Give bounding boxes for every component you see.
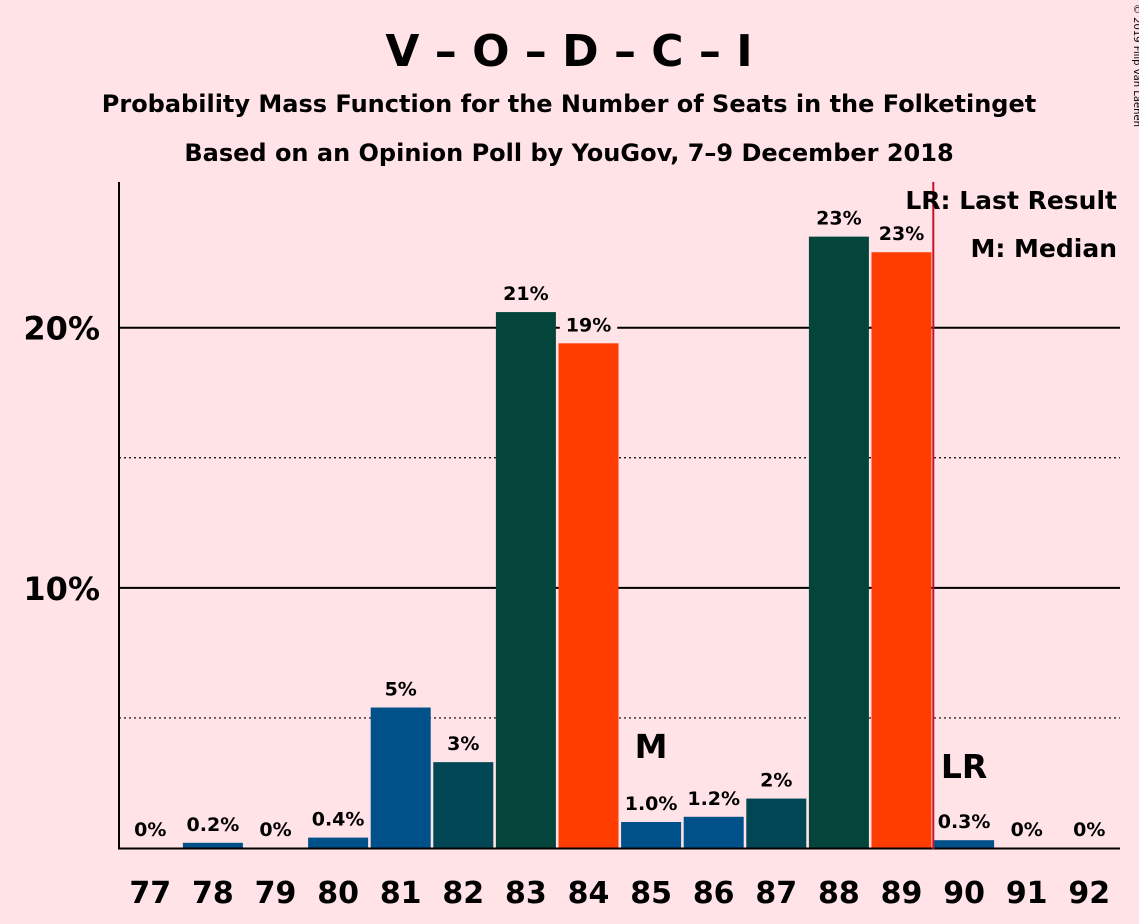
gridlines [119,326,1120,719]
x-tick-81: 81 [380,876,422,911]
x-tick-77: 77 [129,876,171,911]
bar-78 [182,842,243,848]
x-tick-84: 84 [568,876,610,911]
value-label-86: 1.2% [687,788,740,810]
bar-83 [495,312,556,848]
chart-title: V – O – D – C – I [385,26,752,77]
y-tick-label: 20% [23,310,100,348]
label-background [931,809,997,836]
y-tick-label: 10% [23,570,100,608]
bar-81 [370,707,431,848]
label-background [305,806,371,833]
value-label-78: 0.2% [187,814,240,836]
copyright: © 2019 Filip van Laenen [1131,4,1139,127]
x-tick-90: 90 [943,876,985,911]
bar-82 [433,762,494,848]
x-tick-89: 89 [881,876,923,911]
value-label-85: 1.0% [625,793,678,815]
label-background [559,312,618,339]
x-tick-79: 79 [255,876,297,911]
label-background [754,767,799,794]
x-tick-80: 80 [317,876,359,911]
x-tick-86: 86 [693,876,735,911]
bar-80 [308,837,369,848]
value-label-92: 0% [1073,819,1105,841]
bar-86 [683,816,744,848]
value-labels: 0% 0.2% 0% 0.4% 5% 3% 21% 19% 1.0% 1.2% 2% 23% 23% 0.… [128,205,1112,843]
label-background [441,731,486,758]
value-label-83: 21% [503,283,548,305]
label-background [1004,817,1049,843]
x-tick-83: 83 [505,876,547,911]
x-tick-82: 82 [442,876,484,911]
label-background [378,676,423,703]
bar-87 [746,798,807,848]
label-background [180,811,246,838]
value-label-79: 0% [259,819,291,841]
chart-subtitle-1: Probability Mass Function for the Number… [102,90,1036,118]
bars [182,236,995,848]
x-tick-92: 92 [1068,876,1110,911]
y-tick-labels: 10% 20% [23,310,100,608]
value-label-77: 0% [134,819,166,841]
value-label-80: 0.4% [312,809,365,831]
value-label-87: 2% [760,770,792,792]
label-background [810,205,868,232]
chart-subtitle-2: Based on an Opinion Poll by YouGov, 7–9 … [184,139,953,167]
legend-last-result: LR: Last Result [905,186,1117,215]
x-tick-91: 91 [1006,876,1048,911]
value-label-88: 23% [816,208,861,230]
bar-90 [934,840,995,848]
x-tick-85: 85 [630,876,672,911]
value-label-81: 5% [385,679,417,701]
value-label-90: 0.3% [938,811,991,833]
label-background [497,281,555,308]
value-label-91: 0% [1011,819,1043,841]
median-marker: M [635,727,668,766]
value-label-82: 3% [447,733,479,755]
label-background [618,790,684,817]
label-background [128,817,173,843]
last-result-marker: LR [941,747,987,786]
x-tick-87: 87 [755,876,797,911]
x-tick-78: 78 [192,876,234,911]
value-label-84: 19% [566,314,611,336]
bar-85 [621,821,682,848]
x-tick-labels: 77 78 79 80 81 82 83 84 85 86 87 88 89 90 91 92 [129,876,1110,911]
label-background [253,817,298,843]
label-background [681,785,747,812]
bar-89 [871,252,932,848]
legend-median: M: Median [970,234,1117,263]
label-background [872,221,931,248]
bar-84 [558,343,619,848]
x-tick-88: 88 [818,876,860,911]
value-label-89: 23% [879,223,924,245]
label-background [1067,817,1112,843]
bar-88 [808,236,869,848]
